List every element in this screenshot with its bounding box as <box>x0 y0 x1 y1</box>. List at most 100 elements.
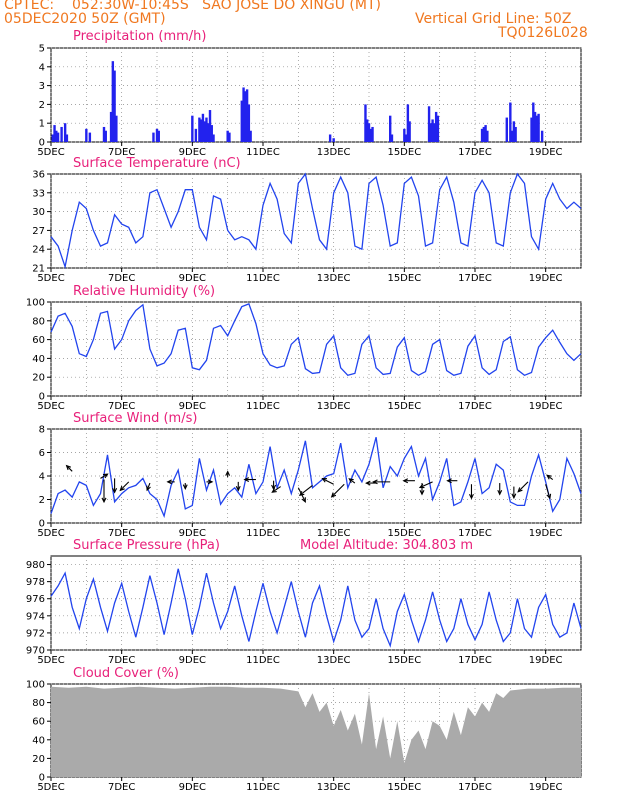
precip-bar <box>434 111 438 142</box>
y-tick-label: 4 <box>39 62 45 73</box>
wind-vector-head <box>321 478 328 483</box>
precip-bar <box>533 111 537 142</box>
x-tick-label: 5DEC <box>37 782 64 793</box>
wind-vector <box>271 486 281 493</box>
precip-bar <box>245 89 249 142</box>
wind-vector-head <box>517 487 523 493</box>
wind-vector <box>419 481 433 488</box>
wind-vector-head <box>372 479 378 485</box>
wind-vector-head <box>119 485 125 492</box>
panel-title: Relative Humidity (%) <box>73 284 215 299</box>
precip-bar <box>482 126 486 142</box>
x-tick-label: 9DEC <box>179 782 206 793</box>
header-source: CPTEC: <box>4 0 55 13</box>
precip-bar <box>228 132 231 142</box>
y-tick-label: 27 <box>32 226 45 237</box>
y-tick-label: 24 <box>32 245 45 256</box>
precip-bar <box>406 104 410 142</box>
y-tick-label: 80 <box>32 316 45 327</box>
wind-vector <box>331 483 345 498</box>
x-tick-label: 19DEC <box>529 401 563 412</box>
precip-bar <box>85 128 88 142</box>
y-tick-label: 33 <box>32 188 45 199</box>
x-tick-label: 13DEC <box>317 401 351 412</box>
precip-bar <box>53 125 56 142</box>
wind-vector-head <box>402 478 409 484</box>
series-line <box>50 303 582 377</box>
y-tick-label: 5 <box>39 44 45 55</box>
wind-vector-head <box>446 478 452 484</box>
panel-title: Surface Temperature (nC) <box>73 156 241 171</box>
precip-bar <box>367 123 371 142</box>
y-tick-label: 8 <box>39 425 45 436</box>
precip-bar <box>152 132 155 142</box>
x-tick-label: 9DEC <box>179 655 206 666</box>
x-tick-label: 11DEC <box>246 528 280 539</box>
x-tick-label: 11DEC <box>246 401 280 412</box>
precip-bar <box>484 125 487 142</box>
precip-bar <box>535 115 539 142</box>
y-tick-label: 30 <box>32 207 45 218</box>
precip-bar <box>505 117 508 142</box>
precip-bar <box>436 115 440 142</box>
header-location: 052:30W-10:45S SAO JOSE DO XINGU (MT) <box>72 0 381 13</box>
y-tick-label: 2 <box>39 100 45 111</box>
x-tick-label: 19DEC <box>529 782 563 793</box>
precip-bar <box>486 130 489 142</box>
precip-bar <box>88 132 92 142</box>
precip-bar <box>366 119 369 142</box>
precip-bar <box>332 138 335 142</box>
wind-vector-head <box>182 484 188 490</box>
precip-bar <box>509 102 512 142</box>
x-tick-label: 15DEC <box>387 273 421 284</box>
y-tick-label: 0 <box>39 138 45 149</box>
precip-bar <box>364 104 367 142</box>
panel-title: Surface Wind (m/s) <box>73 411 197 426</box>
precip-bar <box>55 130 58 142</box>
wind-vector <box>146 482 151 491</box>
panel-frame <box>50 301 582 397</box>
x-tick-label: 17DEC <box>458 782 492 793</box>
x-tick-label: 7DEC <box>108 273 135 284</box>
x-tick-label: 15DEC <box>387 528 421 539</box>
precip-bar <box>240 100 243 142</box>
x-tick-label: 17DEC <box>458 655 492 666</box>
wind-vector-head <box>65 464 71 471</box>
y-tick-label: 20 <box>32 373 45 384</box>
x-tick-label: 15DEC <box>387 782 421 793</box>
precip-bar <box>198 117 201 142</box>
panel-frame <box>50 47 582 143</box>
x-tick-label: 15DEC <box>387 401 421 412</box>
x-tick-label: 15DEC <box>387 655 421 666</box>
y-tick-label: 4 <box>39 472 45 483</box>
wind-vector-head <box>469 493 474 500</box>
precip-bar <box>242 87 245 142</box>
x-tick-label: 9DEC <box>179 273 206 284</box>
wind-vector-head <box>419 489 425 496</box>
wind-vector-head <box>207 479 214 485</box>
precip-bar <box>63 123 67 142</box>
y-tick-label: 974 <box>26 611 45 622</box>
precip-bar <box>328 134 332 142</box>
precip-bar <box>510 130 514 142</box>
precip-bar <box>212 134 215 142</box>
y-tick-label: 40 <box>32 735 45 746</box>
precip-bar <box>102 126 106 142</box>
precip-bar <box>201 113 205 142</box>
precip-bar <box>403 128 406 142</box>
precip-bar <box>199 119 203 142</box>
header-init-time: 05DEC2020 50Z (GMT) <box>4 11 166 27</box>
x-tick-label: 9DEC <box>179 528 206 539</box>
wind-vector-head <box>102 473 109 479</box>
precip-bar <box>244 91 247 142</box>
y-tick-label: 20 <box>32 754 45 765</box>
x-tick-label: 11DEC <box>246 655 280 666</box>
y-tick-label: 0 <box>39 519 45 530</box>
y-tick-label: 980 <box>26 560 45 571</box>
x-tick-label: 13DEC <box>317 655 351 666</box>
x-tick-label: 7DEC <box>108 655 135 666</box>
precip-bar <box>514 126 517 142</box>
wind-vector <box>517 481 529 493</box>
x-tick-label: 19DEC <box>529 273 563 284</box>
wind-vector-head <box>497 489 503 496</box>
